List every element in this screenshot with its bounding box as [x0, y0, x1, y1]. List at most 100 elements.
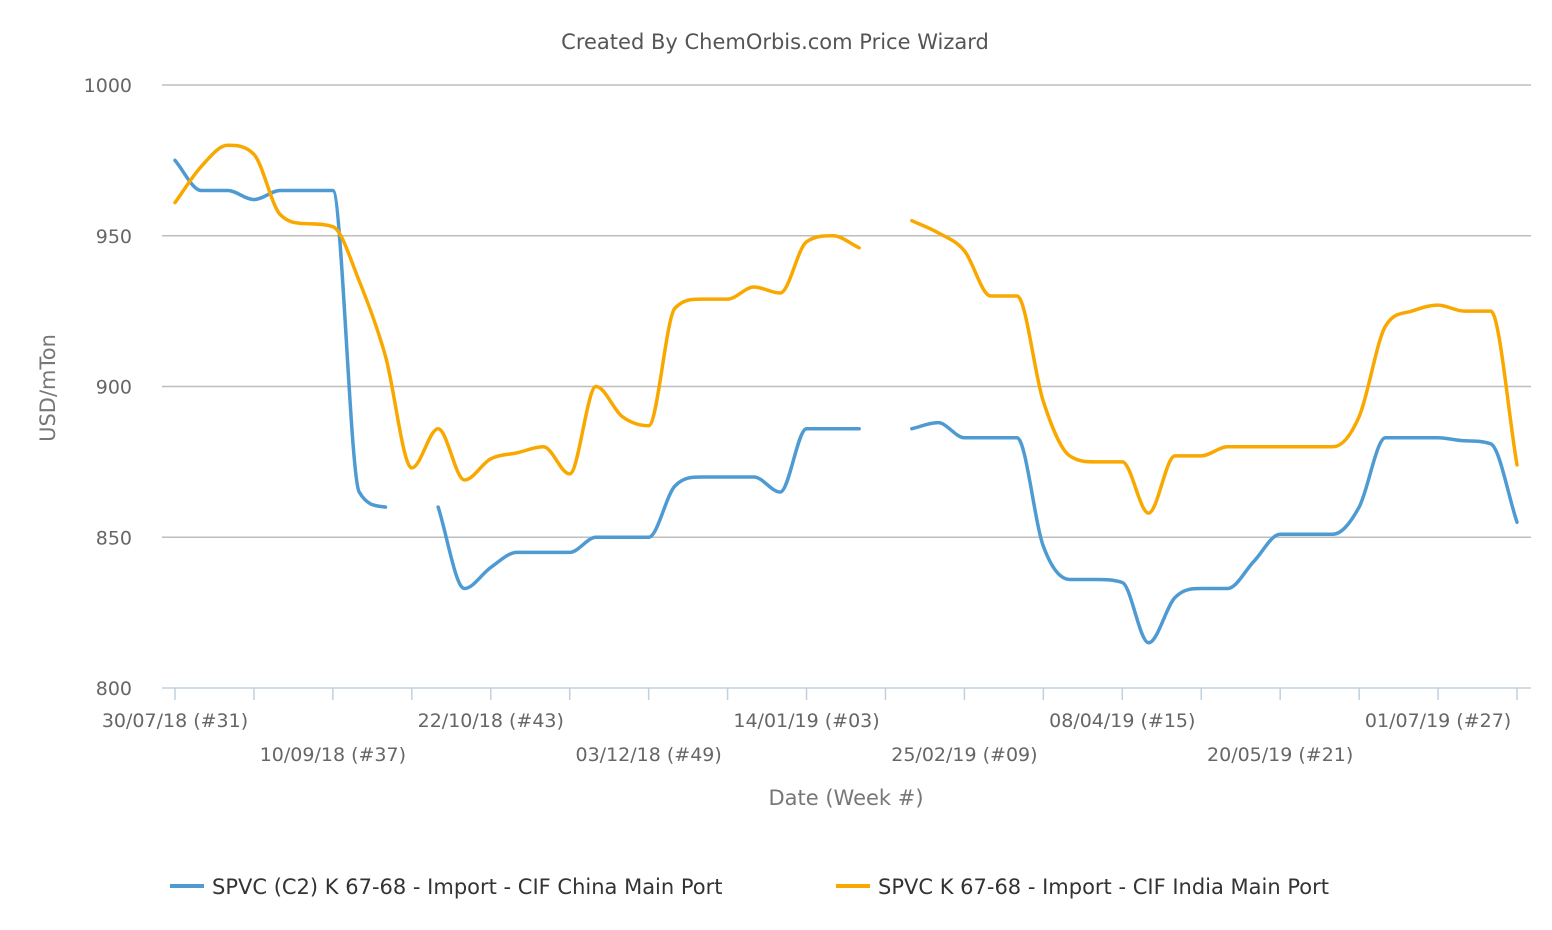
data-point[interactable] [353, 275, 365, 287]
data-point[interactable] [1300, 441, 1312, 453]
data-point[interactable] [195, 185, 207, 197]
data-point[interactable] [222, 139, 234, 151]
data-point[interactable] [958, 432, 970, 444]
data-point[interactable] [1432, 299, 1444, 311]
data-point[interactable] [327, 185, 339, 197]
data-point[interactable] [195, 160, 207, 172]
data-point[interactable] [906, 215, 918, 227]
data-point[interactable] [1379, 432, 1391, 444]
data-point[interactable] [406, 462, 418, 474]
data-point[interactable] [353, 486, 365, 498]
data-point[interactable] [458, 474, 470, 486]
data-point[interactable] [1432, 432, 1444, 444]
data-point[interactable] [985, 432, 997, 444]
data-point[interactable] [485, 453, 497, 465]
data-point[interactable] [432, 501, 444, 513]
data-point[interactable] [301, 185, 313, 197]
data-point[interactable] [616, 411, 628, 423]
data-point[interactable] [1143, 637, 1155, 649]
data-point[interactable] [485, 561, 497, 573]
data-point[interactable] [958, 245, 970, 257]
data-point[interactable] [1143, 507, 1155, 519]
data-point[interactable] [1485, 438, 1497, 450]
data-point[interactable] [590, 381, 602, 393]
data-point[interactable] [1116, 456, 1128, 468]
data-point[interactable] [669, 480, 681, 492]
data-point[interactable] [301, 218, 313, 230]
data-point[interactable] [669, 302, 681, 314]
data-point[interactable] [564, 468, 576, 480]
data-point[interactable] [1222, 583, 1234, 595]
data-point[interactable] [774, 287, 786, 299]
data-point[interactable] [695, 293, 707, 305]
data-point[interactable] [458, 583, 470, 595]
data-point[interactable] [1511, 516, 1523, 528]
data-point[interactable] [1406, 432, 1418, 444]
legend-item-china[interactable]: SPVC (C2) K 67-68 - Import - CIF China M… [170, 875, 723, 899]
data-point[interactable] [590, 531, 602, 543]
data-point[interactable] [274, 209, 286, 221]
data-point[interactable] [1300, 528, 1312, 540]
data-point[interactable] [932, 227, 944, 239]
data-point[interactable] [1274, 441, 1286, 453]
data-point[interactable] [248, 194, 260, 206]
data-point[interactable] [1011, 432, 1023, 444]
data-point[interactable] [1222, 441, 1234, 453]
data-point[interactable] [222, 185, 234, 197]
data-point[interactable] [1353, 411, 1365, 423]
data-point[interactable] [1458, 435, 1470, 447]
data-point[interactable] [511, 447, 523, 459]
data-point[interactable] [380, 501, 392, 513]
data-point[interactable] [643, 420, 655, 432]
data-point[interactable] [380, 350, 392, 362]
data-point[interactable] [932, 417, 944, 429]
data-point[interactable] [695, 471, 707, 483]
data-point[interactable] [1064, 573, 1076, 585]
data-point[interactable] [169, 197, 181, 209]
data-point[interactable] [748, 281, 760, 293]
data-point[interactable] [432, 423, 444, 435]
data-point[interactable] [1090, 456, 1102, 468]
data-point[interactable] [1274, 528, 1286, 540]
data-point[interactable] [1248, 555, 1260, 567]
data-point[interactable] [1090, 573, 1102, 585]
data-point[interactable] [537, 546, 549, 558]
data-point[interactable] [1511, 459, 1523, 471]
data-point[interactable] [1195, 583, 1207, 595]
data-point[interactable] [169, 154, 181, 166]
data-point[interactable] [827, 230, 839, 242]
data-point[interactable] [1169, 450, 1181, 462]
data-point[interactable] [722, 471, 734, 483]
data-point[interactable] [1116, 576, 1128, 588]
data-point[interactable] [748, 471, 760, 483]
legend[interactable]: SPVC (C2) K 67-68 - Import - CIF China M… [170, 875, 1329, 899]
data-point[interactable] [801, 423, 813, 435]
data-point[interactable] [564, 546, 576, 558]
data-point[interactable] [1406, 305, 1418, 317]
data-point[interactable] [801, 236, 813, 248]
data-point[interactable] [1037, 540, 1049, 552]
data-point[interactable] [537, 441, 549, 453]
data-point[interactable] [1353, 501, 1365, 513]
data-point[interactable] [985, 290, 997, 302]
data-point[interactable] [327, 221, 339, 233]
data-point[interactable] [1064, 450, 1076, 462]
data-point[interactable] [274, 185, 286, 197]
data-point[interactable] [1485, 305, 1497, 317]
data-point[interactable] [1327, 528, 1339, 540]
data-point[interactable] [511, 546, 523, 558]
data-point[interactable] [774, 486, 786, 498]
data-point[interactable] [853, 423, 865, 435]
data-point[interactable] [248, 148, 260, 160]
data-point[interactable] [1327, 441, 1339, 453]
data-point[interactable] [906, 423, 918, 435]
data-point[interactable] [1037, 396, 1049, 408]
data-point[interactable] [643, 531, 655, 543]
data-point[interactable] [722, 293, 734, 305]
data-point[interactable] [1195, 450, 1207, 462]
data-point[interactable] [1248, 441, 1260, 453]
data-point[interactable] [827, 423, 839, 435]
data-point[interactable] [1379, 320, 1391, 332]
data-point[interactable] [1458, 305, 1470, 317]
legend-item-india[interactable]: SPVC K 67-68 - Import - CIF India Main P… [836, 875, 1329, 899]
